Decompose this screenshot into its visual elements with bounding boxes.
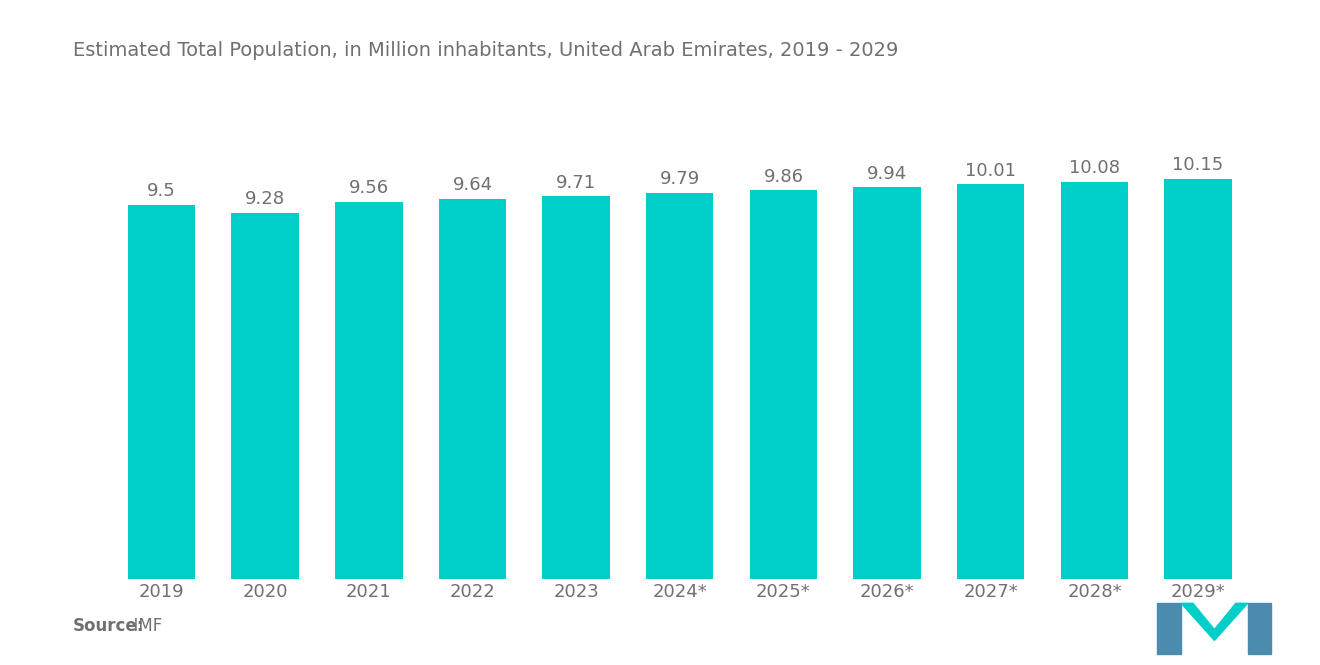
- Text: Source:: Source:: [73, 617, 144, 635]
- Bar: [543, 196, 610, 579]
- Text: 9.94: 9.94: [867, 164, 907, 182]
- Polygon shape: [1181, 603, 1247, 640]
- Bar: [854, 188, 921, 579]
- Polygon shape: [1247, 603, 1271, 654]
- Text: 10.08: 10.08: [1069, 159, 1119, 177]
- Bar: [750, 190, 817, 579]
- Bar: [335, 202, 403, 579]
- Bar: [645, 193, 714, 579]
- Text: 10.01: 10.01: [965, 162, 1016, 180]
- Text: 9.56: 9.56: [348, 180, 389, 198]
- Bar: [231, 213, 298, 579]
- Bar: [1164, 179, 1232, 579]
- Text: 9.71: 9.71: [556, 174, 597, 192]
- Bar: [957, 184, 1024, 579]
- Bar: [1061, 182, 1129, 579]
- Bar: [128, 205, 195, 579]
- Polygon shape: [1158, 603, 1181, 654]
- Text: Estimated Total Population, in Million inhabitants, United Arab Emirates, 2019 -: Estimated Total Population, in Million i…: [73, 41, 898, 60]
- Text: 10.15: 10.15: [1172, 156, 1224, 174]
- Text: 9.79: 9.79: [660, 170, 700, 188]
- Text: 9.86: 9.86: [763, 168, 804, 186]
- Bar: [438, 199, 506, 579]
- Text: 9.64: 9.64: [453, 176, 492, 194]
- Text: 9.28: 9.28: [246, 190, 285, 209]
- Text: 9.5: 9.5: [147, 182, 176, 200]
- Text: IMF: IMF: [123, 617, 162, 635]
